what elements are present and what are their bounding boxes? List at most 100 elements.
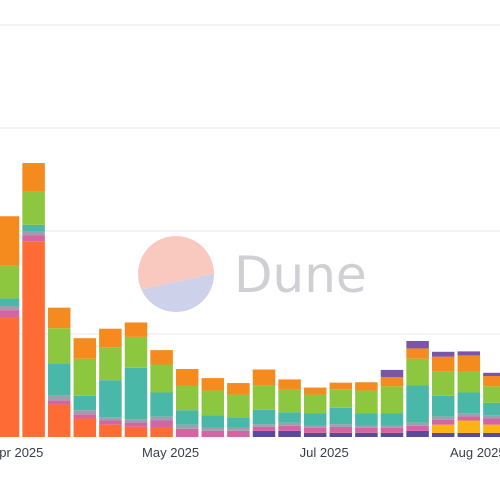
bar-segment-8-4 xyxy=(201,427,225,431)
bar-segment-13-3 xyxy=(329,426,353,433)
bar-segment-5-7 xyxy=(124,322,148,337)
bar-stack-2 xyxy=(47,306,71,437)
bar-cap-13 xyxy=(329,381,353,383)
bar-segment-0-6 xyxy=(0,265,20,299)
bar-segment-0-3 xyxy=(0,310,20,318)
bar-segment-1-0 xyxy=(22,241,45,437)
bar-segment-2-7 xyxy=(47,307,71,329)
bar-cap-0 xyxy=(0,215,20,217)
bar-segment-17-7 xyxy=(431,356,455,372)
bar-segment-16-6 xyxy=(406,358,429,386)
bar-segment-19-1 xyxy=(483,432,500,437)
bar-segment-17-2 xyxy=(431,424,455,433)
bar-segment-3-0 xyxy=(73,418,97,437)
bar-segment-18-5 xyxy=(457,392,481,414)
watermark-text: Dune xyxy=(234,246,367,304)
bar-cap-9 xyxy=(227,382,250,384)
bar-stack-19 xyxy=(483,371,500,437)
bar-segment-7-6 xyxy=(175,385,199,411)
bar-segment-17-8 xyxy=(431,351,455,357)
bar-segment-15-4 xyxy=(380,425,404,428)
bar-segment-17-1 xyxy=(431,432,455,437)
bar-segment-1-6 xyxy=(22,191,45,225)
bar-segment-4-0 xyxy=(99,424,122,437)
bar-segment-8-7 xyxy=(201,378,225,391)
bar-segment-18-7 xyxy=(457,355,481,372)
bar-segment-4-6 xyxy=(99,347,122,381)
bar-segment-1-3 xyxy=(22,235,45,242)
x-tick-label-2: Jul 2025 xyxy=(300,445,349,460)
bar-segment-4-4 xyxy=(99,417,122,421)
bar-segment-14-5 xyxy=(355,413,378,426)
bar-segment-12-7 xyxy=(303,387,327,395)
bar-segment-15-1 xyxy=(380,432,404,437)
bar-segment-17-4 xyxy=(431,416,455,420)
x-axis: Apr 2025 May 2025 Jul 2025 Aug 2025 xyxy=(0,445,500,460)
bar-segment-1-4 xyxy=(22,231,45,236)
bar-segment-13-7 xyxy=(329,382,353,390)
bar-segment-19-5 xyxy=(483,402,500,416)
bar-segment-6-0 xyxy=(150,427,173,437)
bar-segment-0-5 xyxy=(0,298,20,306)
bar-segment-3-7 xyxy=(73,338,97,359)
bar-segment-14-1 xyxy=(355,432,378,437)
bar-segment-5-6 xyxy=(124,336,148,368)
bar-segment-7-4 xyxy=(175,424,199,429)
bar-segment-2-4 xyxy=(47,395,71,401)
bar-segment-5-4 xyxy=(124,419,148,423)
x-tick-label-3: Aug 2025 xyxy=(450,445,500,460)
bar-stack-0 xyxy=(0,215,20,437)
bar-segment-18-2 xyxy=(457,420,481,433)
bar-stack-16 xyxy=(406,340,429,437)
bar-segment-11-7 xyxy=(278,379,301,390)
bar-segment-11-3 xyxy=(278,425,301,431)
bar-segment-9-3 xyxy=(227,430,250,437)
bar-segment-14-3 xyxy=(355,427,378,433)
bar-segment-12-6 xyxy=(303,394,327,414)
bar-segment-5-5 xyxy=(124,367,148,420)
bar-segment-14-7 xyxy=(355,382,378,391)
bar-segment-15-3 xyxy=(380,427,404,433)
bar-stack-17 xyxy=(431,350,455,437)
bar-segment-8-5 xyxy=(201,415,225,428)
bar-stack-14 xyxy=(355,381,378,437)
bar-segment-19-4 xyxy=(483,415,500,419)
bar-stack-12 xyxy=(303,386,327,437)
bar-stack-7 xyxy=(175,368,199,437)
bar-segment-4-7 xyxy=(99,328,122,348)
bar-segment-6-4 xyxy=(150,416,173,421)
bar-segment-16-4 xyxy=(406,422,429,426)
bar-segment-10-6 xyxy=(252,385,276,410)
grid-layer xyxy=(0,24,500,335)
bar-segment-6-7 xyxy=(150,350,173,365)
bar-stack-5 xyxy=(124,321,148,437)
bar-segment-10-4 xyxy=(252,424,276,427)
bar-cap-4 xyxy=(99,327,122,329)
bar-stack-9 xyxy=(227,382,250,437)
bar-segment-3-5 xyxy=(73,395,97,411)
bar-segment-16-1 xyxy=(406,430,429,437)
bar-segment-17-6 xyxy=(431,371,455,396)
bar-stack-3 xyxy=(73,337,97,437)
bar-segment-3-6 xyxy=(73,358,97,396)
bar-stack-1 xyxy=(22,162,45,437)
bar-cap-12 xyxy=(303,386,327,388)
bar-stack-15 xyxy=(380,368,404,437)
bars-layer xyxy=(0,162,500,437)
bar-cap-6 xyxy=(150,349,173,351)
bar-segment-15-7 xyxy=(380,377,404,387)
bar-segment-6-5 xyxy=(150,392,173,417)
bar-segment-16-3 xyxy=(406,425,429,431)
x-tick-label-1: May 2025 xyxy=(142,445,199,460)
bar-segment-15-6 xyxy=(380,386,404,414)
bar-stack-10 xyxy=(252,368,276,437)
bar-segment-14-4 xyxy=(355,425,378,428)
bar-segment-17-3 xyxy=(431,419,455,425)
bar-stack-11 xyxy=(278,378,301,437)
bar-cap-8 xyxy=(201,377,225,379)
bar-segment-0-7 xyxy=(0,216,20,266)
bar-segment-19-2 xyxy=(483,424,500,433)
bar-segment-7-5 xyxy=(175,410,199,425)
bar-segment-6-6 xyxy=(150,364,173,393)
